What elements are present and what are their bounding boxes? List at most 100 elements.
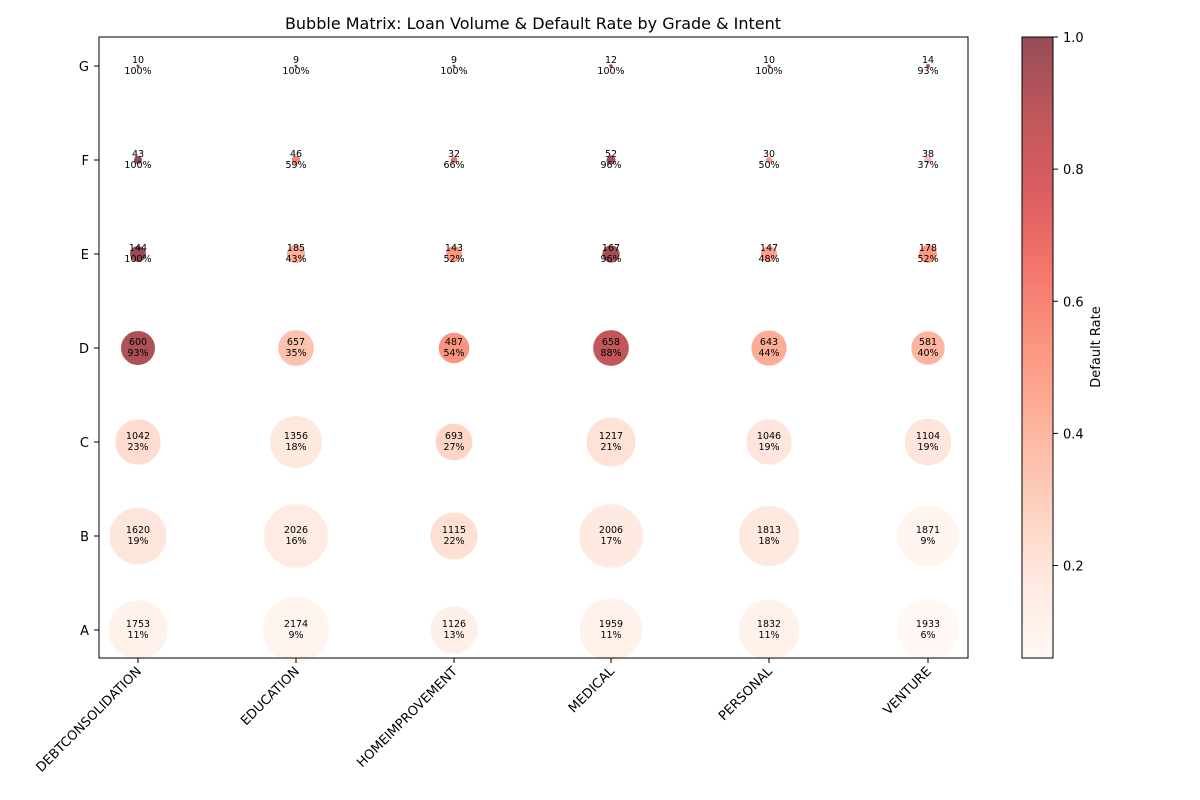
bubble-count-label: 693 (445, 431, 463, 442)
bubble-count-label: 643 (760, 337, 778, 348)
bubble-count-label: 1042 (126, 431, 150, 442)
bubble-rate-label: 100% (597, 66, 624, 77)
bubble-rate-label: 11% (758, 630, 779, 641)
bubble-count-label: 487 (445, 337, 463, 348)
bubble-rate-label: 43% (285, 254, 306, 265)
bubble-rate-label: 23% (127, 442, 148, 453)
bubble-personal-f (764, 155, 774, 165)
bubble-rate-label: 35% (285, 348, 306, 359)
bubble-layer: 175311%21749%112613%195911%183211%19336%… (106, 55, 961, 665)
bubble-count-label: 581 (919, 337, 937, 348)
bubble-count-label: 46 (290, 149, 302, 160)
bubble-rate-label: 18% (758, 536, 779, 547)
x-tick-label: MEDICAL (566, 664, 618, 716)
bubble-homeimprovement-d (437, 331, 471, 365)
bubble-rate-label: 22% (443, 536, 464, 547)
bubble-count-label: 30 (763, 149, 775, 160)
bubble-medical-d (591, 328, 631, 368)
bubble-count-label: 38 (922, 149, 934, 160)
bubble-count-label: 1356 (284, 431, 308, 442)
bubble-count-label: 52 (605, 149, 617, 160)
bubble-count-label: 185 (287, 243, 305, 254)
bubble-count-label: 144 (129, 243, 147, 254)
bubble-count-label: 12 (605, 55, 617, 66)
bubble-count-label: 2174 (284, 619, 308, 630)
colorbar-tick-label: 0.4 (1063, 427, 1084, 442)
bubble-rate-label: 100% (124, 254, 151, 265)
bubble-medical-b (577, 502, 645, 570)
bubble-count-label: 1813 (757, 525, 781, 536)
bubble-count-label: 657 (287, 337, 305, 348)
bubble-count-label: 2026 (284, 525, 308, 536)
bubble-rate-label: 27% (443, 442, 464, 453)
bubble-debtconsolidation-g (134, 62, 142, 70)
bubble-education-a (261, 595, 331, 665)
bubble-count-label: 1046 (757, 431, 781, 442)
bubble-medical-c (584, 415, 638, 469)
bubble-homeimprovement-f (449, 155, 459, 165)
bubble-rate-label: 50% (758, 160, 779, 171)
bubble-rate-label: 11% (600, 630, 621, 641)
x-tick-label: DEBTCONSOLIDATION (34, 664, 145, 775)
bubble-rate-label: 100% (755, 66, 782, 77)
bubble-rate-label: 19% (127, 536, 148, 547)
bubble-rate-label: 52% (917, 254, 938, 265)
bubble-rate-label: 66% (443, 160, 464, 171)
colorbar-tick-label: 1.0 (1063, 31, 1084, 46)
bubble-count-label: 147 (760, 243, 778, 254)
bubble-count-label: 1933 (916, 619, 940, 630)
bubble-medical-g (607, 62, 615, 70)
bubble-rate-label: 100% (124, 66, 151, 77)
colorbar-tick-label: 0.2 (1063, 560, 1084, 575)
bubble-count-label: 1871 (916, 525, 940, 536)
bubble-rate-label: 93% (127, 348, 148, 359)
bubble-medical-e (600, 243, 622, 265)
bubble-rate-label: 93% (917, 66, 938, 77)
bubble-count-label: 143 (445, 243, 463, 254)
bubble-rate-label: 17% (600, 536, 621, 547)
bubble-rate-label: 59% (285, 160, 306, 171)
bubble-rate-label: 18% (285, 442, 306, 453)
bubble-personal-e (759, 244, 779, 264)
y-tick-label: C (80, 436, 89, 451)
bubble-count-label: 1217 (599, 431, 623, 442)
bubble-rate-label: 21% (600, 442, 621, 453)
bubble-count-label: 1104 (916, 431, 940, 442)
bubble-count-label: 1959 (599, 619, 623, 630)
bubble-education-e (285, 243, 307, 265)
bubble-venture-b (895, 503, 961, 569)
bubble-education-d (276, 328, 316, 368)
bubble-count-label: 167 (602, 243, 620, 254)
y-tick-label: A (80, 624, 89, 639)
bubble-rate-label: 9% (920, 536, 935, 547)
bubble-education-c (268, 414, 324, 470)
x-axis: DEBTCONSOLIDATION EDUCATION HOMEIMPROVEMEN… (34, 658, 935, 775)
bubble-count-label: 1620 (126, 525, 150, 536)
bubble-rate-label: 88% (600, 348, 621, 359)
bubble-count-label: 2006 (599, 525, 623, 536)
bubble-count-label: 10 (763, 55, 775, 66)
bubble-debtconsolidation-e (128, 244, 148, 264)
bubble-count-label: 1753 (126, 619, 150, 630)
bubble-debtconsolidation-d (119, 329, 157, 367)
bubble-count-label: 9 (293, 55, 299, 66)
bubble-debtconsolidation-b (108, 506, 168, 566)
bubble-count-label: 1832 (757, 619, 781, 630)
y-tick-label: G (79, 60, 89, 75)
bubble-debtconsolidation-c (113, 417, 163, 467)
bubble-rate-label: 9% (288, 630, 303, 641)
bubble-personal-c (744, 417, 794, 467)
bubble-count-label: 178 (919, 243, 937, 254)
bubble-rate-label: 48% (758, 254, 779, 265)
bubble-rate-label: 19% (917, 442, 938, 453)
y-axis: A B C D E F G (79, 60, 99, 639)
bubble-rate-label: 100% (124, 160, 151, 171)
bubble-education-g (293, 63, 299, 69)
bubble-personal-d (749, 328, 789, 368)
bubble-venture-d (909, 329, 947, 367)
bubble-rate-label: 37% (917, 160, 938, 171)
bubble-rate-label: 16% (285, 536, 306, 547)
bubble-venture-f (922, 154, 934, 166)
bubble-count-label: 600 (129, 337, 147, 348)
x-tick-label: VENTURE (881, 664, 935, 718)
